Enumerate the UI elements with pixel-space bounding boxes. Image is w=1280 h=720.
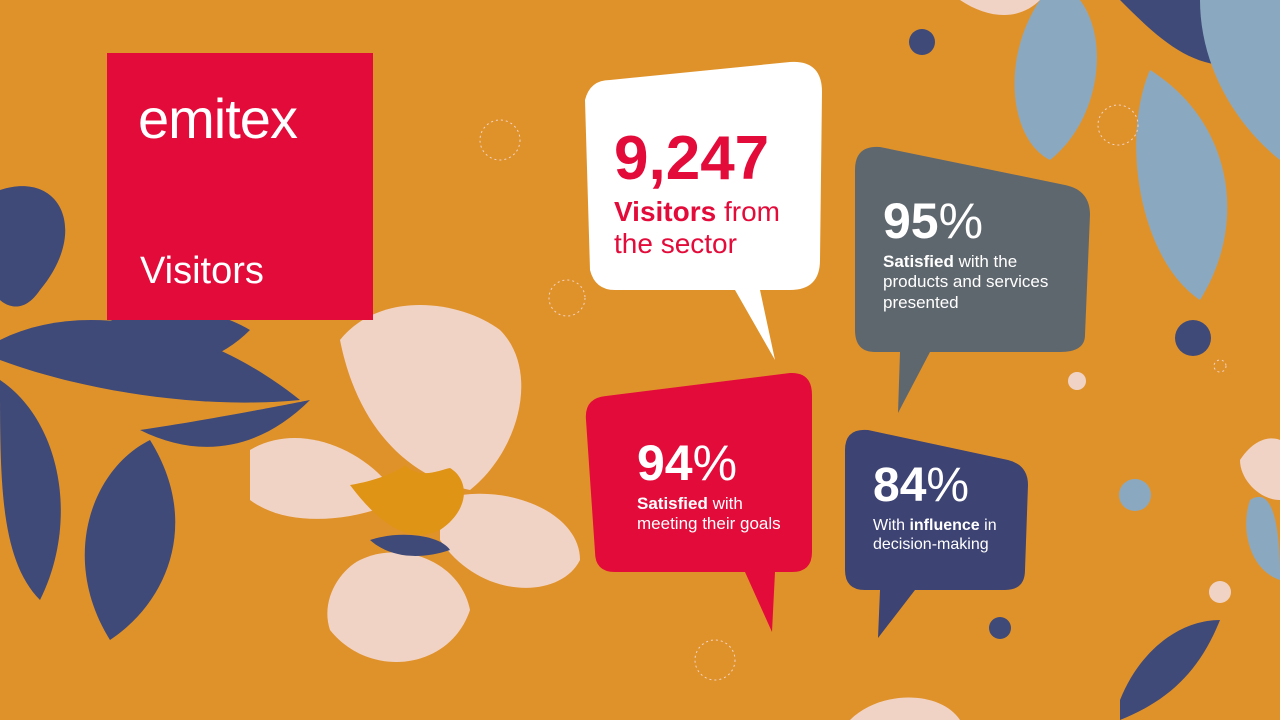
stat-number: 84% xyxy=(873,462,998,510)
stat-unit: % xyxy=(692,435,738,491)
stat-number-value: 84 xyxy=(873,459,927,512)
stat-text: influence xyxy=(909,517,980,534)
title: Visitors xyxy=(140,250,264,292)
stat-number: 9,247 xyxy=(614,128,804,190)
stat-text: Satisfied xyxy=(883,252,954,271)
stat-text: from the sector xyxy=(614,196,780,260)
stat-text: with meeting their goals xyxy=(637,494,781,534)
stat-text: with the products and services presented xyxy=(883,252,1049,312)
stat-unit: % xyxy=(938,193,984,249)
stat-number-value: 94 xyxy=(637,435,693,491)
stat-number: 94% xyxy=(637,438,807,488)
stat-number-value: 9,247 xyxy=(614,124,770,193)
stat-text: Visitors xyxy=(614,196,717,227)
stat-text: With xyxy=(873,517,905,534)
stat-text: Satisfied xyxy=(637,494,708,513)
stat-number-value: 95 xyxy=(883,193,939,249)
stat-bubble: 94% Satisfied with meeting their goals xyxy=(637,438,807,535)
stat-bubble: 95% Satisfied with the products and serv… xyxy=(883,196,1063,313)
stat-text: in decision-making xyxy=(873,517,997,554)
stat-bubble: 9,247 Visitors from the sector xyxy=(614,128,804,260)
stat-bubble: 84% With influence in decision-making xyxy=(873,462,998,554)
logo: emitex xyxy=(138,87,298,150)
stat-unit: % xyxy=(926,459,970,512)
stat-number: 95% xyxy=(883,196,1063,246)
